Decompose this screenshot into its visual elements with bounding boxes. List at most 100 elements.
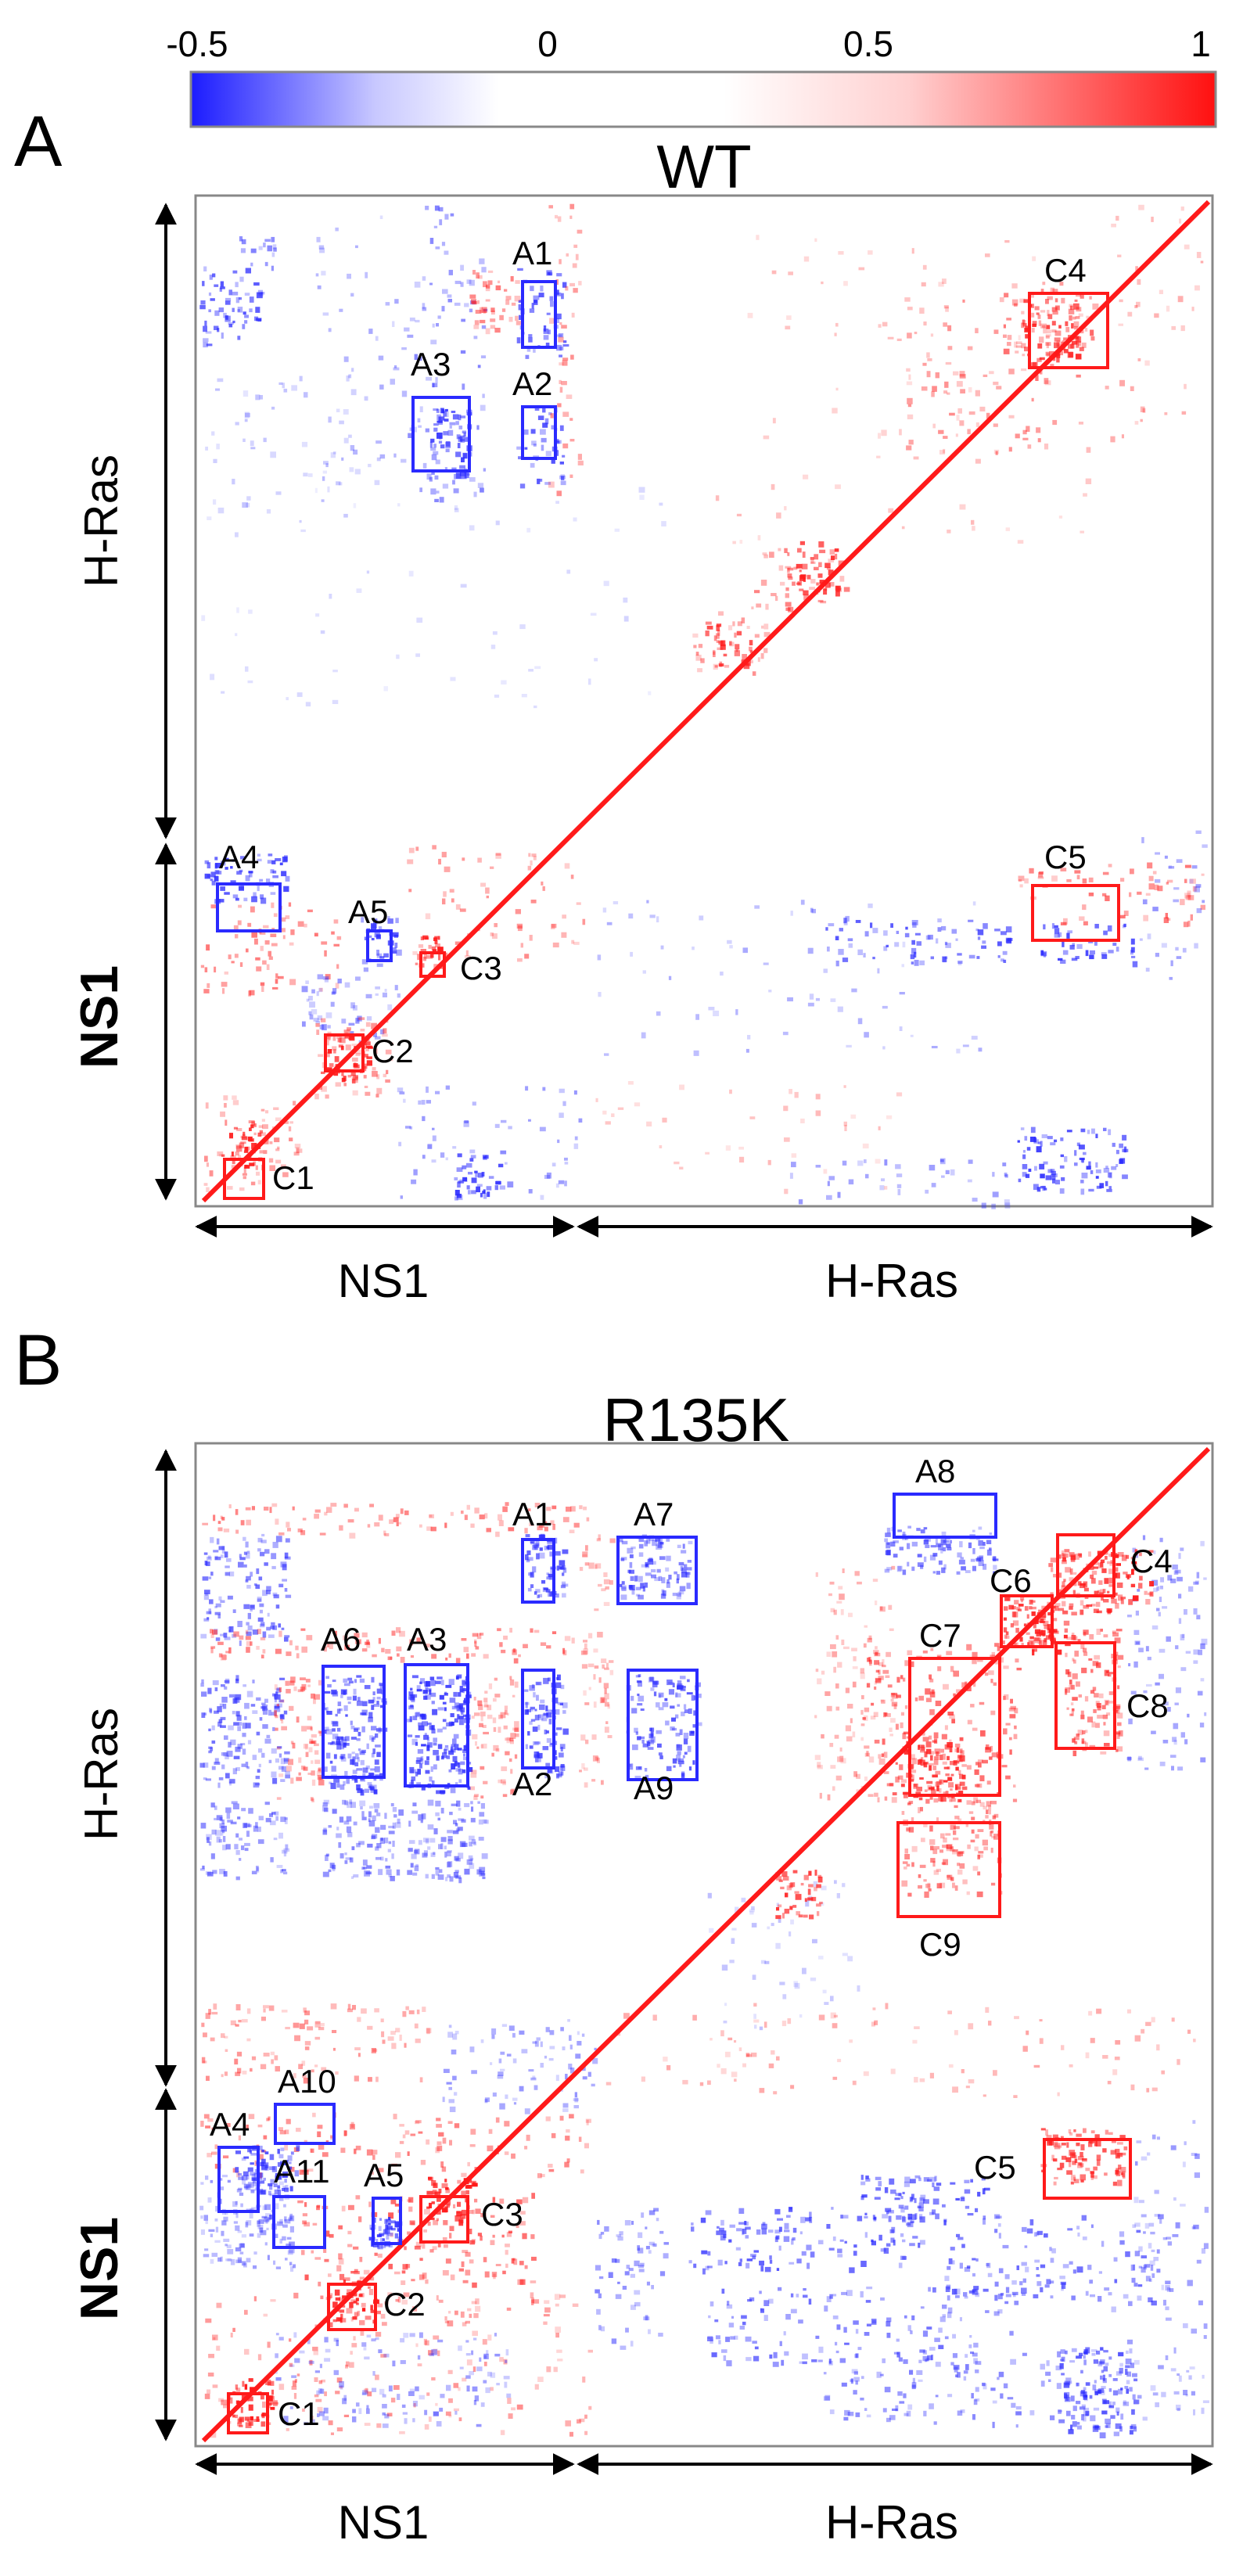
heatmap-cell — [1060, 1154, 1064, 1158]
heatmap-cell — [1090, 1574, 1094, 1579]
heatmap-cell — [1064, 1156, 1068, 1162]
heatmap-cell — [757, 657, 760, 663]
heatmap-cell — [397, 1087, 404, 1093]
heatmap-cell — [468, 1190, 471, 1195]
heatmap-cell — [1052, 356, 1056, 361]
heatmap-cell — [1005, 1635, 1010, 1639]
heatmap-cell — [391, 1853, 394, 1859]
heatmap-cell — [1014, 341, 1018, 348]
heatmap-cell — [940, 1548, 943, 1554]
heatmap-cell — [340, 2147, 346, 2154]
heatmap-cell — [463, 1647, 469, 1653]
heatmap-cell — [1072, 336, 1079, 340]
heatmap-cell — [325, 1690, 331, 1694]
heatmap-cell — [356, 1701, 363, 1706]
heatmap-cell — [325, 1676, 329, 1680]
heatmap-cell — [260, 982, 265, 986]
heatmap-cell — [838, 560, 845, 566]
heatmap-cell — [750, 660, 753, 663]
heatmap-cell — [1068, 308, 1075, 314]
heatmap-cell — [438, 1844, 442, 1849]
heatmap-cell — [247, 1740, 252, 1744]
heatmap-cell — [1085, 950, 1089, 957]
heatmap-cell — [225, 1572, 230, 1576]
heatmap-cell — [864, 1032, 869, 1038]
heatmap-cell — [895, 1723, 899, 1730]
heatmap-cell — [1195, 884, 1202, 888]
heatmap-cell — [433, 451, 439, 455]
heatmap-cell — [814, 1755, 821, 1760]
heatmap-cell — [802, 551, 806, 558]
heatmap-cell — [1130, 1690, 1137, 1695]
heatmap-cell — [209, 275, 213, 280]
heatmap-cell — [287, 1528, 291, 1532]
heatmap-cell — [257, 2154, 264, 2160]
heatmap-cell — [259, 1603, 264, 1608]
heatmap-cell — [261, 2215, 268, 2219]
heatmap-cell — [249, 1127, 252, 1131]
heatmap-cell — [676, 1578, 679, 1584]
heatmap-cell — [925, 1688, 931, 1695]
heatmap-cell — [479, 1866, 486, 1873]
heatmap-cell — [1069, 944, 1075, 950]
heatmap-cell — [962, 299, 965, 303]
heatmap-cell — [425, 1694, 431, 1700]
heatmap-cell — [205, 1778, 211, 1781]
heatmap-cell — [322, 1871, 329, 1877]
heatmap-cell — [214, 1817, 217, 1820]
heatmap-cell — [210, 1646, 216, 1649]
heatmap-cell — [307, 1773, 311, 1775]
heatmap-cell — [261, 2165, 266, 2170]
heatmap-cell — [1151, 1625, 1159, 1630]
heatmap-cell — [432, 383, 435, 388]
heatmap-cell — [277, 2185, 280, 2189]
heatmap-cell — [1175, 1645, 1179, 1650]
heatmap-cell — [338, 2225, 343, 2229]
heatmap-cell — [331, 931, 335, 935]
heatmap-cell — [228, 324, 233, 328]
heatmap-cell — [218, 1719, 223, 1723]
heatmap-cell — [515, 909, 521, 914]
heatmap-cell — [1117, 1685, 1120, 1690]
heatmap-cell — [692, 633, 699, 638]
heatmap-cell — [241, 1763, 246, 1767]
heatmap-cell — [1015, 1658, 1019, 1663]
heatmap-cell — [352, 1769, 357, 1774]
heatmap-cell — [843, 1085, 846, 1088]
heatmap-cell — [373, 1803, 380, 1809]
heatmap-cell — [962, 1044, 969, 1047]
heatmap-cell — [541, 444, 544, 451]
heatmap-cell — [296, 1148, 303, 1153]
heatmap-cell — [971, 1829, 975, 1834]
heatmap-cell — [1022, 1154, 1026, 1159]
heatmap-cell — [444, 1522, 447, 1529]
heatmap-cell — [426, 1736, 430, 1742]
heatmap-cell — [1022, 323, 1027, 327]
heatmap-cell — [421, 1100, 426, 1105]
heatmap-cell — [929, 1839, 936, 1845]
heatmap-cell — [407, 2231, 411, 2235]
heatmap-cell — [232, 894, 239, 899]
heatmap-cell — [642, 970, 646, 974]
heatmap-cell — [1190, 914, 1193, 921]
heatmap-cell — [1037, 438, 1041, 443]
heatmap-cell — [304, 392, 308, 398]
heatmap-cell — [1061, 297, 1065, 304]
heatmap-cell — [483, 468, 486, 472]
heatmap-cell — [921, 386, 928, 391]
heatmap-cell — [433, 1737, 437, 1742]
heatmap-cell — [1108, 1129, 1112, 1136]
heatmap-cell — [904, 1705, 908, 1709]
heatmap-cell — [228, 322, 234, 325]
heatmap-cell — [232, 1633, 237, 1638]
heatmap-cell — [995, 451, 998, 455]
heatmap-cell — [246, 1831, 250, 1838]
heatmap-cell — [1201, 873, 1205, 876]
heatmap-cell — [321, 1086, 327, 1092]
heatmap-cell — [1178, 1618, 1182, 1624]
heatmap-cell — [957, 1869, 963, 1875]
heatmap-cell — [408, 847, 415, 853]
heatmap-cell — [953, 1670, 959, 1677]
heatmap-cell — [482, 393, 485, 398]
heatmap-cell — [678, 1561, 684, 1566]
